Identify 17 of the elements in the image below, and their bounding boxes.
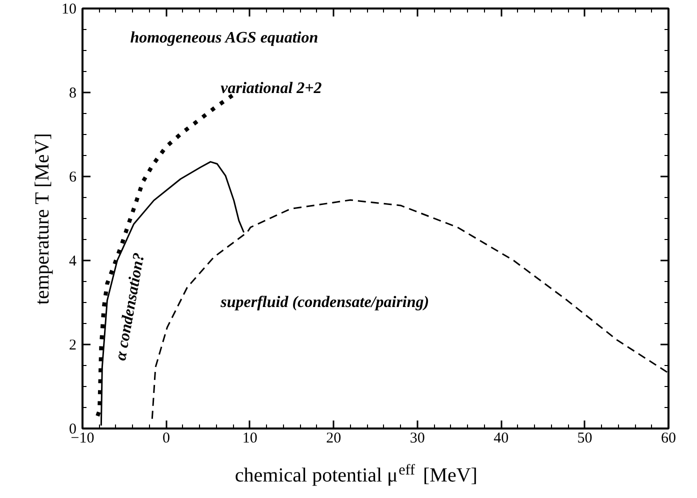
x-tick-label: 20 <box>326 430 342 446</box>
y-tick-label: 2 <box>69 338 76 354</box>
x-tick-label: 10 <box>242 430 258 446</box>
x-tick-label: 40 <box>494 430 509 446</box>
y-tick-label: 6 <box>69 170 77 186</box>
y-tick-label: 4 <box>69 254 77 270</box>
annotation: α condensation? <box>112 252 148 362</box>
x-tick-label: 30 <box>410 430 425 446</box>
x-tick-label: 60 <box>661 430 676 446</box>
annotation: superfluid (condensate/pairing) <box>220 294 430 311</box>
annotation: variational 2+2 <box>220 80 322 97</box>
y-axis-title: temperature T [MeV] <box>32 133 54 305</box>
y-tick-label: 8 <box>69 86 76 102</box>
y-tick-label: 10 <box>62 2 76 18</box>
annotation: homogeneous AGS equation <box>130 29 318 46</box>
x-tick-label: 50 <box>577 430 592 446</box>
x-tick-label: 0 <box>162 430 170 446</box>
